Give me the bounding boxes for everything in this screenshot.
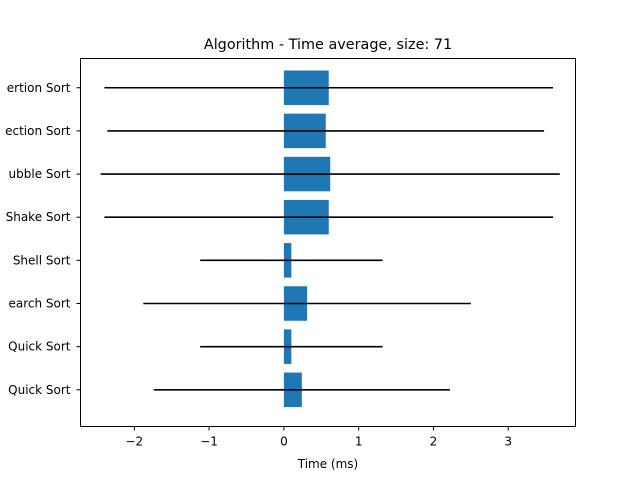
y-tick-label: Shake Sort (6, 210, 71, 224)
x-tick-label: 1 (355, 435, 363, 449)
y-tick-label: ection Sort (5, 124, 71, 138)
x-tick-label: −2 (125, 435, 143, 449)
y-tick-label: ubble Sort (9, 167, 71, 181)
y-tick-label: Quick Sort (8, 340, 71, 354)
y-tick-label: Shell Sort (13, 253, 71, 267)
y-tick-label: earch Sort (8, 297, 70, 311)
y-tick-label: Quick Sort (8, 383, 71, 397)
plot-frame (80, 58, 576, 427)
chart-title: Algorithm - Time average, size: 71 (204, 37, 452, 53)
x-tick-label: 3 (504, 435, 512, 449)
x-axis: −2 −1 0 1 2 3 (125, 426, 512, 449)
errorbars-group (100, 86, 560, 391)
y-tick-label: ertion Sort (7, 81, 71, 95)
x-axis-title: Time (ms) (297, 457, 359, 471)
bars-group (283, 70, 331, 408)
x-tick-label: −1 (200, 435, 218, 449)
x-tick-label: 0 (280, 435, 288, 449)
y-axis: ertion Sort ection Sort ubble Sort Shake So… (5, 81, 81, 397)
x-tick-label: 2 (430, 435, 438, 449)
